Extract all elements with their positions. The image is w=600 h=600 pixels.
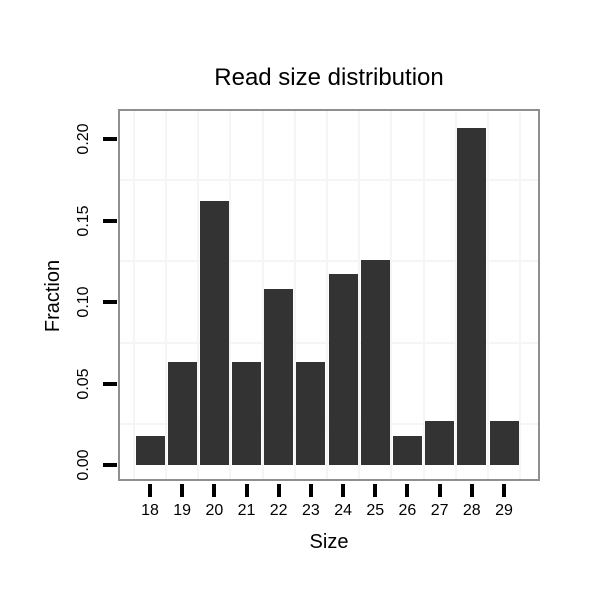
x-tick-mark xyxy=(405,484,410,497)
bar-24 xyxy=(328,274,358,465)
y-tick-label: 0.20 xyxy=(75,123,92,155)
x-tick-mark xyxy=(212,484,217,497)
x-tick-label: 25 xyxy=(366,502,385,519)
x-tick-mark xyxy=(469,484,474,497)
y-tick-mark xyxy=(103,300,117,304)
minor-gridline-horizontal xyxy=(120,178,538,181)
bar-27 xyxy=(425,421,455,465)
x-tick-label: 27 xyxy=(430,502,449,519)
x-tick-mark xyxy=(148,484,152,497)
y-tick-mark xyxy=(103,137,117,141)
minor-gridline-vertical xyxy=(326,111,328,479)
x-tick-label: 29 xyxy=(495,502,513,519)
y-tick-mark xyxy=(103,463,117,467)
minor-gridline-vertical xyxy=(197,111,200,479)
minor-gridline-horizontal xyxy=(120,260,538,263)
bar-25 xyxy=(360,259,390,465)
x-tick-label: 20 xyxy=(205,502,224,519)
plot-panel xyxy=(118,109,540,481)
y-tick-label: 0.00 xyxy=(75,449,92,481)
minor-gridline-vertical xyxy=(293,111,296,479)
bar-18 xyxy=(135,435,165,465)
y-tick-label: 0.10 xyxy=(75,286,92,318)
minor-gridline-vertical xyxy=(422,111,425,479)
bar-26 xyxy=(392,435,422,465)
y-tick-mark xyxy=(103,218,117,223)
y-tick-label: 0.15 xyxy=(75,204,92,237)
y-tick-label: 0.05 xyxy=(75,367,92,400)
bar-28 xyxy=(457,127,487,465)
minor-gridline-vertical xyxy=(519,111,522,479)
minor-gridline-vertical xyxy=(165,111,168,479)
bar-20 xyxy=(199,200,229,465)
x-tick-label: 23 xyxy=(301,502,320,519)
x-tick-label: 22 xyxy=(269,502,288,519)
minor-gridline-vertical xyxy=(454,111,457,479)
x-tick-mark xyxy=(341,484,346,497)
x-tick-mark xyxy=(502,484,506,497)
minor-gridline-vertical xyxy=(229,111,232,479)
chart-title: Read size distribution xyxy=(214,64,444,91)
minor-gridline-vertical xyxy=(358,111,361,479)
bar-29 xyxy=(489,421,519,465)
bar-23 xyxy=(296,362,326,465)
x-tick-label: 19 xyxy=(173,502,192,519)
x-tick-mark xyxy=(437,484,442,497)
x-tick-label: 18 xyxy=(141,502,159,519)
x-axis-title: Size xyxy=(309,531,349,553)
minor-gridline-vertical xyxy=(132,111,135,479)
x-tick-mark xyxy=(373,484,378,497)
x-tick-label: 21 xyxy=(237,502,256,519)
x-tick-mark xyxy=(308,484,313,497)
bar-21 xyxy=(232,362,261,465)
bar-22 xyxy=(264,289,294,465)
x-tick-mark xyxy=(276,484,281,497)
x-tick-mark xyxy=(244,484,249,497)
y-axis-title: Fraction xyxy=(42,259,64,333)
x-tick-label: 26 xyxy=(398,502,417,519)
x-tick-label: 28 xyxy=(462,502,481,519)
x-tick-label: 24 xyxy=(334,502,352,519)
minor-gridline-vertical xyxy=(390,111,393,479)
minor-gridline-vertical xyxy=(486,111,489,479)
y-tick-mark xyxy=(103,381,117,386)
x-tick-mark xyxy=(180,484,185,497)
minor-gridline-vertical xyxy=(261,111,264,479)
bar-19 xyxy=(167,362,197,465)
